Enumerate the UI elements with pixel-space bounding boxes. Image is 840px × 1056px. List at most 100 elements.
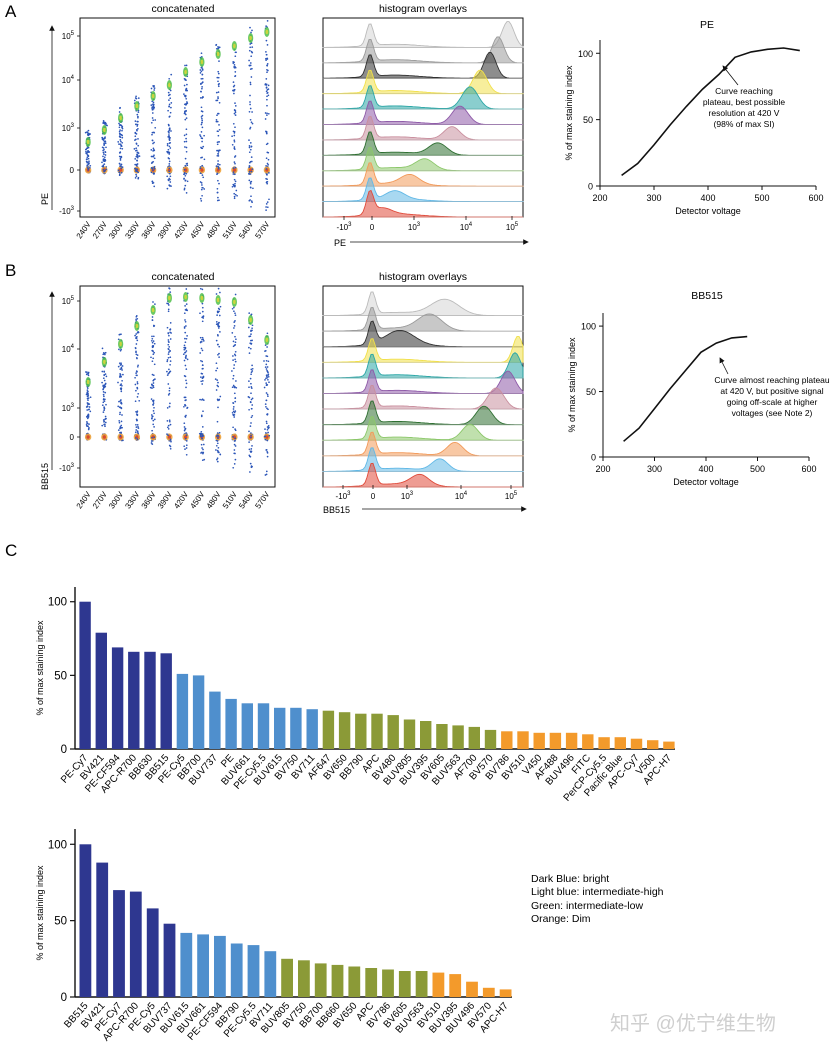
dot-column-570v xyxy=(263,332,271,476)
curve-note-a: Curve reaching plateau, best possible re… xyxy=(703,65,785,129)
histogram-overlays-b xyxy=(322,291,524,488)
bar-buv496 xyxy=(565,732,578,749)
histogram-xtick: 103 xyxy=(401,491,414,501)
histogram-xtick: -103 xyxy=(336,491,352,501)
bar-buv661 xyxy=(241,703,253,749)
bar-ytick: 50 xyxy=(54,670,67,682)
dotplot-points-a xyxy=(84,20,271,211)
bar-pe-cy5 xyxy=(146,908,159,997)
dot-column-240v xyxy=(84,371,92,441)
panel-b-histogram: histogram overlays BB515 -103 0 103 104 105 xyxy=(322,271,527,515)
bar-af700 xyxy=(468,726,480,749)
bar-buv615 xyxy=(274,707,286,749)
voltage-label: 540V xyxy=(237,489,255,510)
dot-column-390v xyxy=(166,73,173,190)
bar-bb515 xyxy=(160,653,172,749)
legend-green: Green: intermediate-low xyxy=(531,900,643,912)
curve-xtick: 600 xyxy=(808,193,823,203)
dot-ytick: -103 xyxy=(59,206,75,216)
histogram-trace xyxy=(322,431,524,457)
voltage-label: 270V xyxy=(91,219,109,240)
panel-a-histogram: histogram overlays PE -103 0 103 104 105 xyxy=(322,3,529,248)
panel-b-curve: BB515 0 50 100 200 300 400 500 600 Detector volt… xyxy=(567,290,830,487)
voltage-label: 570V xyxy=(253,489,271,510)
legend-orange: Orange: Dim xyxy=(531,913,591,925)
dot-column-540v xyxy=(247,312,254,473)
curve-title-b: BB515 xyxy=(691,290,723,302)
dot-ytick: 0 xyxy=(70,433,75,442)
bar-apc-r700 xyxy=(128,651,140,749)
bar-ytick: 50 xyxy=(54,916,67,928)
bar-bv650 xyxy=(348,966,361,997)
histogram-title-b: histogram overlays xyxy=(379,271,467,283)
bar-af647 xyxy=(322,710,335,749)
voltage-label: 570V xyxy=(253,219,271,240)
histogram-xtick: 104 xyxy=(460,222,473,232)
bar-buv496 xyxy=(466,981,478,997)
legend-light-blue: Light blue: intermediate-high xyxy=(531,886,664,898)
dot-column-450v xyxy=(198,287,206,462)
bar-ylabel: % of max staining index xyxy=(35,620,45,716)
bar-buv563 xyxy=(415,971,428,997)
bar-bv605 xyxy=(436,724,448,749)
curve-plot-b: 0 50 100 200 300 400 500 600 Detector voltage % o… xyxy=(567,313,817,487)
dot-column-270v xyxy=(101,120,108,175)
bar-bv480 xyxy=(387,715,399,749)
histogram-trace xyxy=(322,51,524,79)
voltage-label: 510V xyxy=(221,219,239,240)
histogram-trace xyxy=(322,385,524,410)
voltage-label: 420V xyxy=(172,219,190,240)
histogram-xtick: 105 xyxy=(506,222,519,232)
bar-pe-cy7 xyxy=(79,601,91,749)
color-legend: Dark Blue: bright Light blue: intermedia… xyxy=(531,873,664,925)
bar-af488 xyxy=(549,732,562,749)
note-b-line4: voltages (see Note 2) xyxy=(732,408,813,418)
bar-apc-r700 xyxy=(129,891,142,997)
bar-bv510 xyxy=(517,731,529,749)
curve-ytick: 50 xyxy=(583,115,593,125)
note-b-line1: Curve almost reaching plateau xyxy=(714,375,830,385)
bar-apc xyxy=(371,713,383,749)
curve-xtick: 200 xyxy=(592,193,607,203)
curve-note-b: Curve almost reaching plateau at 420 V, … xyxy=(714,357,830,418)
histogram-trace xyxy=(322,189,523,218)
curve-ytick: 100 xyxy=(581,322,596,332)
histogram-trace xyxy=(322,100,523,125)
bar-bv711 xyxy=(306,709,318,749)
histogram-overlays-a xyxy=(322,21,524,218)
note-a-line3: resolution at 420 V xyxy=(709,108,780,118)
curve-xtick: 400 xyxy=(698,464,713,474)
histogram-title-a: histogram overlays xyxy=(379,3,467,15)
curve-xtick: 500 xyxy=(754,193,769,203)
bar-buv661 xyxy=(197,934,209,997)
bar-bv510 xyxy=(432,972,445,997)
dot-column-480v xyxy=(214,43,222,202)
bar-buv805 xyxy=(403,719,416,749)
dot-column-390v xyxy=(166,287,173,450)
curve-line xyxy=(623,335,748,442)
dot-ytick: 103 xyxy=(62,123,75,133)
bar-pe-cf594 xyxy=(111,647,124,749)
bar-pacific-blue xyxy=(614,737,626,749)
histogram-xtick: 104 xyxy=(455,491,468,501)
histogram-trace xyxy=(322,36,524,64)
dot-ytick: 105 xyxy=(62,296,75,306)
panel-letter-b: B xyxy=(5,261,16,280)
bar-buv563 xyxy=(452,725,464,749)
histogram-trace xyxy=(322,116,524,141)
voltage-label: 390V xyxy=(156,489,174,510)
bar-ytick: 100 xyxy=(48,839,67,851)
bar-bb515 xyxy=(79,844,92,997)
panel-b-dotplot: concatenated BB515 105 104 103 0 -103 240V27… xyxy=(40,271,276,510)
curve-ytick: 50 xyxy=(586,387,596,397)
voltage-label: 330V xyxy=(123,489,141,510)
curve-line xyxy=(621,47,800,177)
note-b-line2: at 420 V, but positive signal xyxy=(720,386,823,396)
bar-bv711 xyxy=(264,951,277,997)
bar-bv570 xyxy=(484,729,497,749)
bar-buv737 xyxy=(163,923,176,997)
dot-column-450v xyxy=(198,52,206,202)
note-b-line3: going off-scale at higher xyxy=(727,397,818,407)
dotplot-ylabel-a: PE xyxy=(40,193,50,205)
